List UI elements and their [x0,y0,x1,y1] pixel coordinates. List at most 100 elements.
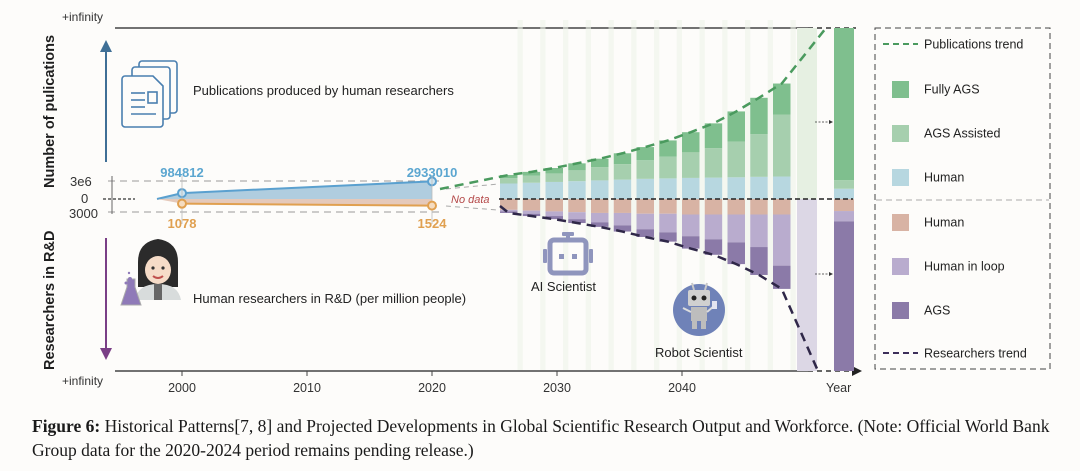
bar-segment-human [568,181,586,199]
bar-segment-human [591,180,609,199]
researchers-point [177,198,187,209]
bar-segment-ags-assisted [750,134,768,177]
y-tick-top-infinity: +infinity [62,10,103,24]
researchers-point [427,200,437,211]
bar-segment-fully-ags [591,158,609,168]
infinity-bar [797,28,854,371]
legend-box [874,27,1051,370]
bar-gap [745,20,751,370]
bar-segment-researchers-ags [704,239,723,255]
publications-value-label: 2933010 [407,165,458,180]
ai-scientist-label: AI Scientist [531,279,596,294]
bar-segment-human [727,177,745,199]
x-tick-label: 2010 [293,381,321,395]
figure-caption: Figure 6: Historical Patterns[7, 8] and … [32,414,1072,462]
bar-gap [699,20,705,370]
bar-gap [608,20,614,370]
bar-gap [722,20,728,370]
robot-scientist-label: Robot Scientist [655,345,743,360]
bar-segment-researchers-ags [659,232,677,242]
researchers-value-label: 1078 [168,216,197,231]
legend-swatch [892,169,909,186]
legend-label: AGS Assisted [924,127,1000,141]
bar-segment-researchers-ags [773,265,791,289]
x-tick-label: 2020 [418,381,446,395]
bar-segment-ags-assisted [682,152,700,178]
projection-bars [500,20,796,370]
bar-segment-human [659,178,677,199]
infinity-segment-researchers-ags [834,221,854,371]
bar-gap [563,20,569,370]
bar-segment-researchers-human-in-loop [682,214,700,237]
bar-segment-researchers-human [591,199,609,213]
robot-scientist-icon [673,282,725,336]
bar-segment-researchers-human [545,199,563,212]
bar-segment-researchers-human-in-loop [659,213,677,233]
legend: Publications trend Fully AGS AGS Assisted H… [883,38,1027,361]
bar-segment-researchers-human-in-loop [704,214,723,240]
y-tick-3000: 3000 [69,206,98,221]
bar-segment-ags-assisted [591,167,609,181]
bar-segment-fully-ags [750,97,768,135]
bar-segment-researchers-human-in-loop [750,214,768,248]
bar-segment-human [704,177,723,199]
legend-label: Publications trend [924,38,1023,52]
legend-swatch [892,258,909,275]
bar-gap [790,20,796,370]
legend-swatch [892,125,909,142]
bar-segment-fully-ags [704,123,723,149]
bar-segment-researchers-human [750,199,768,215]
bar-segment-fully-ags [500,174,518,179]
legend-label: Researchers trend [924,347,1027,361]
bar-segment-fully-ags [682,132,700,153]
bar-gap [585,20,591,370]
legend-label: Human [924,171,964,185]
bar-segment-human [773,176,791,199]
y-tick-0: 0 [81,191,88,206]
infinity-segment-fully-ags [834,28,854,181]
x-tick-label: 2000 [168,381,196,395]
bar-segment-researchers-human-in-loop [522,210,541,214]
infinity-gap-bottom [797,199,817,371]
bar-segment-researchers-human [568,199,586,213]
legend-label: Fully AGS [924,83,980,97]
bar-segment-researchers-ags [613,225,632,232]
infinity-segment-human [834,188,854,199]
y-tick-bottom-infinity: +infinity [62,374,103,388]
bar-segment-researchers-human-in-loop [568,212,586,220]
bar-segment-researchers-human [727,199,745,215]
publications-value-label: 984812 [160,165,203,180]
bar-segment-fully-ags [568,163,586,171]
y-tick-3e6: 3e6 [70,174,92,189]
bar-segment-researchers-human [636,199,654,214]
bar-segment-ags-assisted [636,160,654,179]
bar-segment-researchers-human-in-loop [500,209,518,212]
researchers-trend-line [499,205,820,372]
bar-segment-researchers-human [773,199,791,215]
documents-icon [121,60,178,128]
bar-segment-human [750,176,768,199]
bar-segment-researchers-human-in-loop [545,211,563,217]
bar-segment-researchers-human-in-loop [613,212,632,226]
bar-segment-researchers-ags [500,211,518,213]
bar-gap [517,20,523,370]
bar-segment-human [500,183,518,199]
bar-segment-ags-assisted [613,164,632,180]
down-arrow-icon [100,348,112,360]
bar-gap [654,20,660,370]
bar-segment-researchers-human [682,199,700,215]
bar-segment-researchers-human [613,199,632,213]
x-axis-ticks: 2000 2010 2020 2030 2040 [168,371,696,395]
bar-segment-ags-assisted [704,148,723,178]
researchers-icon-label: Human researchers in R&D (per million pe… [193,291,466,306]
arrow-right-icon [829,272,833,276]
publications-line [181,180,433,195]
up-arrow-icon [100,40,112,52]
x-tick-label: 2030 [543,381,571,395]
figure-chart: Number of pulications Researchers in R&D… [42,10,1051,395]
infinity-gap-top [797,28,817,199]
bar-segment-fully-ags [522,171,541,176]
bar-segment-ags-assisted [545,173,563,182]
bar-segment-researchers-human [500,199,518,210]
bar-segment-fully-ags [659,140,677,157]
